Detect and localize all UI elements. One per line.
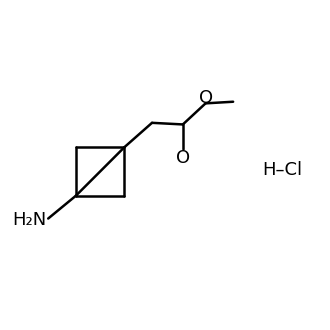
Text: H–Cl: H–Cl: [262, 161, 303, 179]
Text: H₂N: H₂N: [12, 211, 47, 228]
Text: O: O: [176, 149, 190, 167]
Text: O: O: [199, 88, 213, 107]
